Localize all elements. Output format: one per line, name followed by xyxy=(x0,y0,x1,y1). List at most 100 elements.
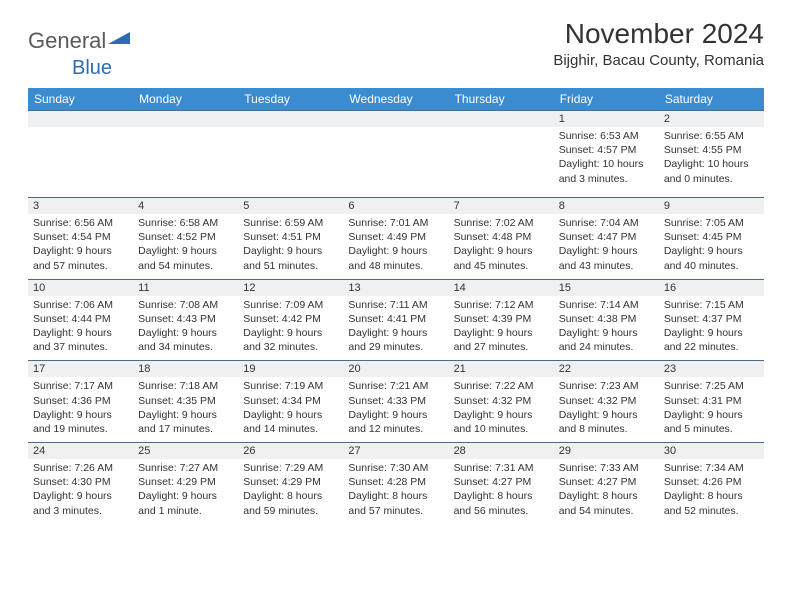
calendar-day-cell: 9Sunrise: 7:05 AMSunset: 4:45 PMDaylight… xyxy=(659,198,764,280)
calendar-day-cell xyxy=(28,111,133,198)
day-number: 11 xyxy=(133,280,238,296)
day-info: Sunrise: 7:02 AMSunset: 4:48 PMDaylight:… xyxy=(449,214,554,279)
calendar-day-cell: 24Sunrise: 7:26 AMSunset: 4:30 PMDayligh… xyxy=(28,443,133,524)
day-info: Sunrise: 7:27 AMSunset: 4:29 PMDaylight:… xyxy=(133,459,238,524)
calendar-day-cell: 13Sunrise: 7:11 AMSunset: 4:41 PMDayligh… xyxy=(343,279,448,361)
day-info: Sunrise: 7:15 AMSunset: 4:37 PMDaylight:… xyxy=(659,296,764,361)
calendar-week-row: 17Sunrise: 7:17 AMSunset: 4:36 PMDayligh… xyxy=(28,361,764,443)
weekday-header: Friday xyxy=(554,88,659,111)
day-info: Sunrise: 7:30 AMSunset: 4:28 PMDaylight:… xyxy=(343,459,448,524)
logo: General xyxy=(28,18,132,54)
day-info: Sunrise: 7:18 AMSunset: 4:35 PMDaylight:… xyxy=(133,377,238,442)
day-number: 6 xyxy=(343,198,448,214)
day-info: Sunrise: 7:06 AMSunset: 4:44 PMDaylight:… xyxy=(28,296,133,361)
calendar-day-cell: 30Sunrise: 7:34 AMSunset: 4:26 PMDayligh… xyxy=(659,443,764,524)
day-number: 12 xyxy=(238,280,343,296)
calendar-day-cell: 2Sunrise: 6:55 AMSunset: 4:55 PMDaylight… xyxy=(659,111,764,198)
calendar-week-row: 24Sunrise: 7:26 AMSunset: 4:30 PMDayligh… xyxy=(28,443,764,524)
day-number: 30 xyxy=(659,443,764,459)
day-number: 5 xyxy=(238,198,343,214)
day-info: Sunrise: 6:55 AMSunset: 4:55 PMDaylight:… xyxy=(659,127,764,192)
day-info: Sunrise: 7:23 AMSunset: 4:32 PMDaylight:… xyxy=(554,377,659,442)
month-title: November 2024 xyxy=(553,18,764,50)
calendar-day-cell: 23Sunrise: 7:25 AMSunset: 4:31 PMDayligh… xyxy=(659,361,764,443)
day-info: Sunrise: 7:29 AMSunset: 4:29 PMDaylight:… xyxy=(238,459,343,524)
day-info: Sunrise: 7:31 AMSunset: 4:27 PMDaylight:… xyxy=(449,459,554,524)
day-info: Sunrise: 7:22 AMSunset: 4:32 PMDaylight:… xyxy=(449,377,554,442)
day-number-empty xyxy=(343,111,448,127)
calendar-header-row: SundayMondayTuesdayWednesdayThursdayFrid… xyxy=(28,88,764,111)
calendar-day-cell: 25Sunrise: 7:27 AMSunset: 4:29 PMDayligh… xyxy=(133,443,238,524)
weekday-header: Saturday xyxy=(659,88,764,111)
calendar-day-cell xyxy=(238,111,343,198)
weekday-header: Monday xyxy=(133,88,238,111)
day-number: 27 xyxy=(343,443,448,459)
logo-triangle-icon xyxy=(108,28,130,51)
calendar-day-cell: 8Sunrise: 7:04 AMSunset: 4:47 PMDaylight… xyxy=(554,198,659,280)
calendar-day-cell: 17Sunrise: 7:17 AMSunset: 4:36 PMDayligh… xyxy=(28,361,133,443)
calendar-day-cell xyxy=(343,111,448,198)
calendar-day-cell: 27Sunrise: 7:30 AMSunset: 4:28 PMDayligh… xyxy=(343,443,448,524)
calendar-day-cell: 3Sunrise: 6:56 AMSunset: 4:54 PMDaylight… xyxy=(28,198,133,280)
day-number: 16 xyxy=(659,280,764,296)
logo-word-1: General xyxy=(28,28,106,54)
calendar-day-cell: 19Sunrise: 7:19 AMSunset: 4:34 PMDayligh… xyxy=(238,361,343,443)
day-info: Sunrise: 7:34 AMSunset: 4:26 PMDaylight:… xyxy=(659,459,764,524)
day-number: 2 xyxy=(659,111,764,127)
weekday-header: Thursday xyxy=(449,88,554,111)
day-number-empty xyxy=(238,111,343,127)
day-number: 28 xyxy=(449,443,554,459)
day-number: 13 xyxy=(343,280,448,296)
weekday-header: Tuesday xyxy=(238,88,343,111)
day-number: 1 xyxy=(554,111,659,127)
day-number: 18 xyxy=(133,361,238,377)
day-info: Sunrise: 7:17 AMSunset: 4:36 PMDaylight:… xyxy=(28,377,133,442)
calendar-day-cell: 16Sunrise: 7:15 AMSunset: 4:37 PMDayligh… xyxy=(659,279,764,361)
day-info: Sunrise: 7:14 AMSunset: 4:38 PMDaylight:… xyxy=(554,296,659,361)
day-number: 8 xyxy=(554,198,659,214)
day-number: 14 xyxy=(449,280,554,296)
day-info: Sunrise: 7:05 AMSunset: 4:45 PMDaylight:… xyxy=(659,214,764,279)
day-info: Sunrise: 7:19 AMSunset: 4:34 PMDaylight:… xyxy=(238,377,343,442)
calendar-day-cell: 26Sunrise: 7:29 AMSunset: 4:29 PMDayligh… xyxy=(238,443,343,524)
day-info: Sunrise: 7:08 AMSunset: 4:43 PMDaylight:… xyxy=(133,296,238,361)
day-number: 3 xyxy=(28,198,133,214)
calendar-day-cell: 15Sunrise: 7:14 AMSunset: 4:38 PMDayligh… xyxy=(554,279,659,361)
calendar-body: 1Sunrise: 6:53 AMSunset: 4:57 PMDaylight… xyxy=(28,111,764,524)
day-number: 7 xyxy=(449,198,554,214)
calendar-table: SundayMondayTuesdayWednesdayThursdayFrid… xyxy=(28,88,764,524)
title-block: November 2024 Bijghir, Bacau County, Rom… xyxy=(553,18,764,69)
calendar-day-cell: 28Sunrise: 7:31 AMSunset: 4:27 PMDayligh… xyxy=(449,443,554,524)
day-number: 25 xyxy=(133,443,238,459)
calendar-day-cell: 4Sunrise: 6:58 AMSunset: 4:52 PMDaylight… xyxy=(133,198,238,280)
day-info: Sunrise: 7:33 AMSunset: 4:27 PMDaylight:… xyxy=(554,459,659,524)
day-number-empty xyxy=(449,111,554,127)
logo-word-2: Blue xyxy=(72,57,112,79)
calendar-day-cell: 7Sunrise: 7:02 AMSunset: 4:48 PMDaylight… xyxy=(449,198,554,280)
calendar-day-cell: 14Sunrise: 7:12 AMSunset: 4:39 PMDayligh… xyxy=(449,279,554,361)
location: Bijghir, Bacau County, Romania xyxy=(553,52,764,69)
day-info: Sunrise: 7:09 AMSunset: 4:42 PMDaylight:… xyxy=(238,296,343,361)
day-number: 19 xyxy=(238,361,343,377)
day-info: Sunrise: 7:04 AMSunset: 4:47 PMDaylight:… xyxy=(554,214,659,279)
day-info: Sunrise: 7:26 AMSunset: 4:30 PMDaylight:… xyxy=(28,459,133,524)
calendar-day-cell: 29Sunrise: 7:33 AMSunset: 4:27 PMDayligh… xyxy=(554,443,659,524)
calendar-day-cell xyxy=(449,111,554,198)
calendar-day-cell: 10Sunrise: 7:06 AMSunset: 4:44 PMDayligh… xyxy=(28,279,133,361)
day-info: Sunrise: 6:58 AMSunset: 4:52 PMDaylight:… xyxy=(133,214,238,279)
day-number: 15 xyxy=(554,280,659,296)
day-number: 29 xyxy=(554,443,659,459)
calendar-week-row: 3Sunrise: 6:56 AMSunset: 4:54 PMDaylight… xyxy=(28,198,764,280)
day-number: 23 xyxy=(659,361,764,377)
weekday-header: Sunday xyxy=(28,88,133,111)
day-info: Sunrise: 6:53 AMSunset: 4:57 PMDaylight:… xyxy=(554,127,659,192)
calendar-day-cell: 11Sunrise: 7:08 AMSunset: 4:43 PMDayligh… xyxy=(133,279,238,361)
calendar-day-cell: 1Sunrise: 6:53 AMSunset: 4:57 PMDaylight… xyxy=(554,111,659,198)
day-info: Sunrise: 7:11 AMSunset: 4:41 PMDaylight:… xyxy=(343,296,448,361)
calendar-day-cell: 20Sunrise: 7:21 AMSunset: 4:33 PMDayligh… xyxy=(343,361,448,443)
calendar-week-row: 10Sunrise: 7:06 AMSunset: 4:44 PMDayligh… xyxy=(28,279,764,361)
day-info: Sunrise: 6:59 AMSunset: 4:51 PMDaylight:… xyxy=(238,214,343,279)
day-number: 10 xyxy=(28,280,133,296)
day-info: Sunrise: 7:25 AMSunset: 4:31 PMDaylight:… xyxy=(659,377,764,442)
day-info: Sunrise: 7:12 AMSunset: 4:39 PMDaylight:… xyxy=(449,296,554,361)
